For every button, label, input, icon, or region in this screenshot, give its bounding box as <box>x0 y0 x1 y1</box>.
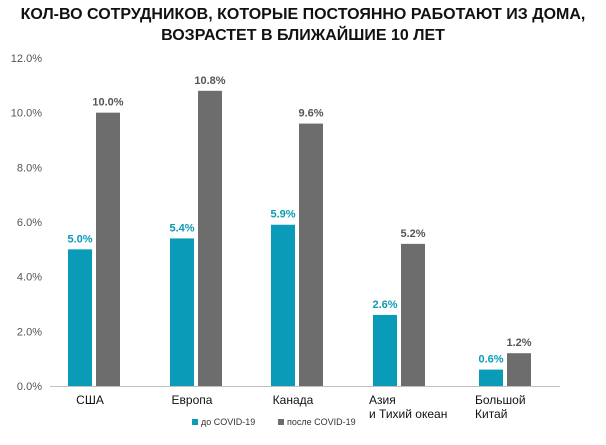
legend-swatch <box>192 419 198 425</box>
x-category-label: Китай <box>475 407 507 421</box>
chart-title: КОЛ-ВО СОТРУДНИКОВ, КОТОРЫЕ ПОСТОЯННО РА… <box>0 4 606 46</box>
x-category-label: Азия <box>369 393 396 407</box>
legend-label: после COVID-19 <box>287 417 356 427</box>
x-category-label: США <box>76 393 104 407</box>
legend-label: до COVID-19 <box>201 417 255 427</box>
chart-title-line-1: КОЛ-ВО СОТРУДНИКОВ, КОТОРЫЕ ПОСТОЯННО РА… <box>20 6 586 23</box>
legend-swatch <box>278 419 284 425</box>
data-label: 5.2% <box>400 228 425 240</box>
x-category-label: и Тихий океан <box>369 407 447 421</box>
bar-before-0 <box>68 249 92 386</box>
data-label: 5.0% <box>67 233 92 245</box>
bar-after-3 <box>401 243 425 386</box>
bar-before-2 <box>271 224 295 386</box>
y-tick-label: 10.0% <box>11 108 42 120</box>
bar-before-4 <box>479 369 503 386</box>
data-label: 0.6% <box>478 354 503 366</box>
bar-after-0 <box>96 112 120 387</box>
bar-before-3 <box>373 314 397 386</box>
y-tick-label: 12.0% <box>11 53 42 65</box>
y-tick-label: 8.0% <box>17 162 42 174</box>
data-label: 1.2% <box>506 337 531 349</box>
bar-after-1 <box>198 90 222 387</box>
data-label: 5.4% <box>169 222 194 234</box>
x-category-label: Европа <box>172 393 213 407</box>
x-category-label: Канада <box>273 393 314 407</box>
y-tick-label: 2.0% <box>17 326 42 338</box>
data-label: 10.0% <box>92 97 123 109</box>
y-tick-label: 0.0% <box>17 381 42 393</box>
data-label: 9.6% <box>298 108 323 120</box>
bar-after-2 <box>299 123 323 386</box>
bar-after-4 <box>507 353 531 386</box>
data-label: 2.6% <box>372 299 397 311</box>
y-tick-label: 6.0% <box>17 217 42 229</box>
bar-before-1 <box>170 238 194 386</box>
y-tick-label: 4.0% <box>17 272 42 284</box>
data-label: 5.9% <box>270 209 295 221</box>
x-category-label: Большой <box>475 393 526 407</box>
data-label: 10.8% <box>194 75 225 87</box>
chart-title-line-2: ВОЗРАСТЕТ В БЛИЖАЙШИЕ 10 ЛЕТ <box>161 27 445 44</box>
